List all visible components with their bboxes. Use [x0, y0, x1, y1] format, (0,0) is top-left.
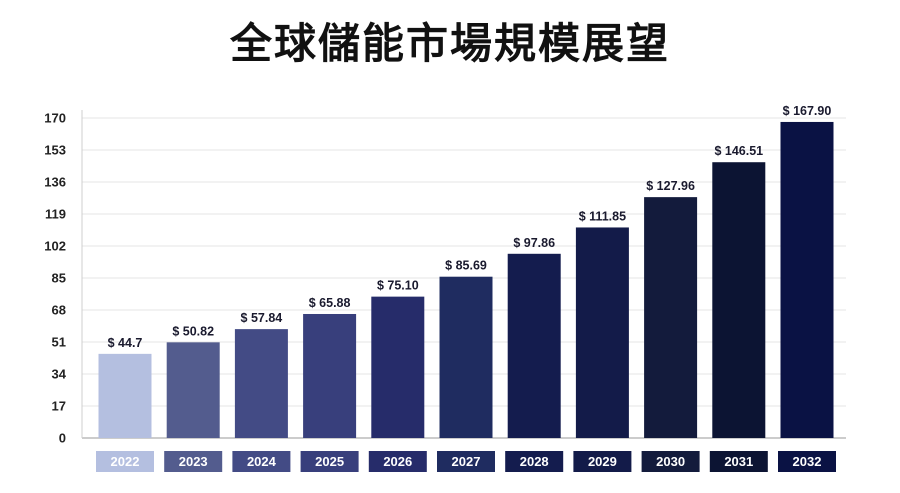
- data-label: $ 127.96: [646, 179, 695, 193]
- bar-2028: [507, 253, 561, 438]
- y-axis: 0 17 34 51 68 85 102 119 136 153 170: [44, 110, 83, 446]
- y-tick-label: 68: [52, 303, 66, 318]
- data-label: $ 65.88: [309, 296, 351, 310]
- x-category-label: 2031: [724, 454, 753, 469]
- data-label: $ 50.82: [172, 324, 214, 338]
- x-category-box: [437, 451, 495, 472]
- bar-2022: [98, 353, 152, 438]
- y-tick-label: 17: [52, 399, 66, 414]
- data-label: $ 75.10: [377, 279, 419, 293]
- data-label: $ 111.85: [579, 209, 626, 223]
- x-category-box: [505, 451, 564, 472]
- y-tick-label: 0: [59, 431, 66, 446]
- x-category-label: 2025: [315, 454, 344, 469]
- x-category-label: 2024: [247, 454, 277, 469]
- bar-2023: [166, 342, 220, 438]
- y-tick-label: 102: [44, 239, 66, 254]
- y-tick-label: 85: [52, 271, 66, 286]
- x-category-box: [368, 451, 427, 472]
- bar-2024: [234, 329, 288, 438]
- y-tick-label: 51: [52, 335, 66, 350]
- bar-2026: [371, 296, 425, 438]
- bar-2027: [439, 276, 493, 438]
- y-tick-label: 34: [52, 367, 67, 382]
- x-category-label: 2022: [111, 454, 140, 469]
- x-category-box: [709, 451, 768, 472]
- bar-2025: [303, 313, 357, 438]
- x-category-box: [300, 451, 359, 472]
- bars: [98, 121, 834, 438]
- data-label: $ 167.90: [783, 104, 832, 118]
- x-category-label: 2032: [793, 454, 822, 469]
- x-category-label: 2023: [179, 454, 208, 469]
- bar-2030: [644, 197, 698, 438]
- x-category-box: [573, 451, 632, 472]
- x-category-box: [778, 451, 836, 472]
- bar-2029: [575, 227, 629, 438]
- x-category-label: 2026: [383, 454, 412, 469]
- y-tick-label: 136: [44, 175, 66, 190]
- bar-2031: [712, 162, 766, 438]
- x-axis: 2022 2023 2024 2025 2026 2027 2028 2029 2030 2031…: [96, 451, 836, 472]
- x-category-label: 2027: [452, 454, 481, 469]
- data-label: $ 146.51: [714, 144, 763, 158]
- x-category-label: 2029: [588, 454, 617, 469]
- x-category-box: [164, 451, 223, 472]
- data-label: $ 97.86: [513, 236, 555, 250]
- chart-title: 全球儲能市場規模展望: [229, 19, 670, 68]
- bar-2032: [780, 121, 834, 438]
- y-tick-label: 170: [44, 111, 66, 126]
- y-tick-label: 119: [45, 207, 66, 222]
- x-category-box: [641, 451, 700, 472]
- x-category-label: 2030: [656, 454, 685, 469]
- x-category-box: [96, 451, 154, 472]
- data-label: $ 85.69: [445, 259, 487, 273]
- x-category-box: [232, 451, 291, 472]
- data-labels: $ 44.7 $ 50.82 $ 57.84 $ 65.88 $ 75.10 $ 85.6…: [108, 104, 832, 350]
- data-label: $ 44.7: [108, 336, 143, 350]
- y-tick-label: 153: [44, 143, 66, 158]
- x-category-label: 2028: [520, 454, 549, 469]
- data-label: $ 57.84: [241, 311, 283, 325]
